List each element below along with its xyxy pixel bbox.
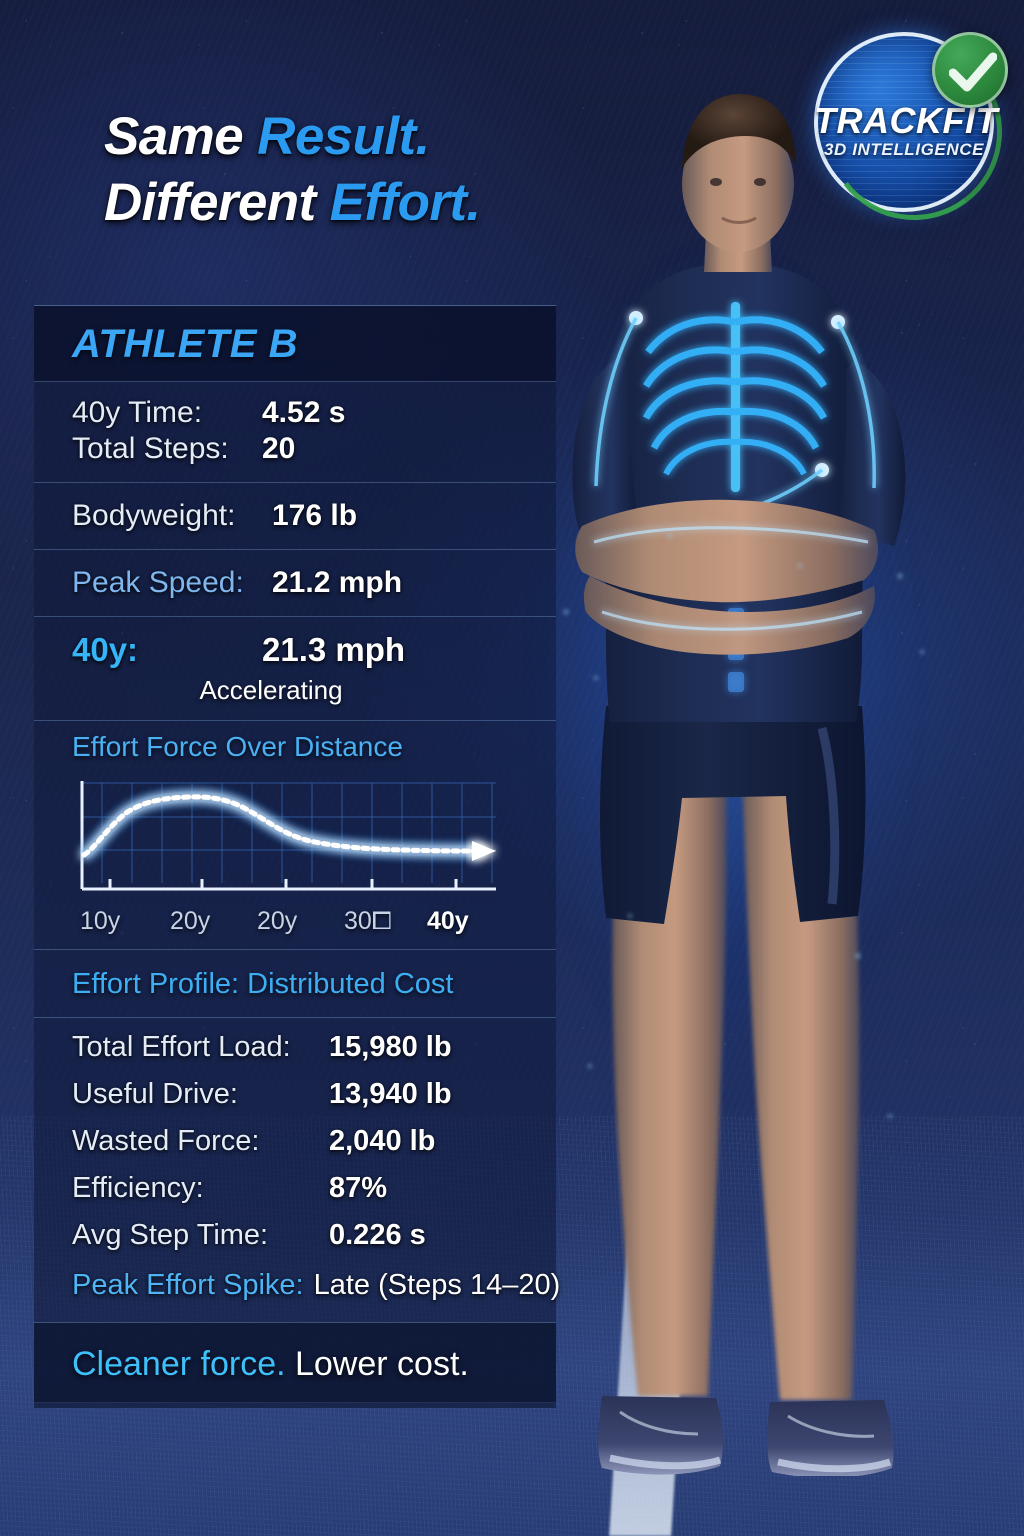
logo-ring [814,32,994,212]
stat-label: Avg Step Time: [72,1219,269,1251]
stat-value: 87% [329,1172,388,1204]
stat-value: 13,940 lb [329,1078,452,1110]
effort-force-chart-block: Effort Force Over Distance [34,721,556,950]
stat-label: Wasted Force: [72,1125,260,1157]
stat-label: Bodyweight: [72,499,236,532]
chart-arrow-head [472,841,496,861]
stat-value: Late (Steps 14–20) [313,1269,561,1301]
stat-value: 21.2 mph [272,566,403,599]
stat-label: 40y: [72,631,139,668]
chart-plot-area [72,777,504,905]
headline-line-1-accent: Result. [257,107,430,166]
stat-row-peak-speed: Peak Speed: 21.2 mph [34,550,556,616]
stat-row-wasted-force: Wasted Force: 2,040 lb [34,1118,556,1165]
panel-tagline: Cleaner force. Lower cost. [34,1322,556,1408]
chart-effort-curve [81,794,481,858]
stat-row-total-steps: Total Steps: 20 [34,430,556,482]
stat-row-total-effort-load: Total Effort Load: 15,980 lb [34,1024,556,1071]
tagline-accent: Cleaner force. [72,1345,286,1383]
chart-tick-label: 40y [427,907,469,935]
athlete-figure-illustration [563,94,924,1476]
athlete-name: ATHLETE B [72,322,298,366]
effort-profile-section: Effort Profile: Distributed Cost [34,950,556,1017]
stat-group-time-steps: 40y Time: 4.52 s Total Steps: 20 [34,382,556,483]
headline-line-2-white: Different [104,172,330,232]
tagline-white: Lower cost. [285,1345,469,1383]
stat-group-peak-speed: Peak Speed: 21.2 mph [34,550,556,617]
stat-group-40y-speed: 40y: 21.3 mph Accelerating [34,617,556,721]
stat-row-avg-step-time: Avg Step Time: 0.226 s [34,1212,556,1259]
chart-title: Effort Force Over Distance [72,731,403,762]
stat-row-bodyweight: Bodyweight: 176 lb [34,483,556,549]
stat-group-bodyweight: Bodyweight: 176 lb [34,483,556,550]
stat-row-40y-speed: 40y: 21.3 mph [34,617,556,669]
stat-row-efficiency: Efficiency: 87% [34,1165,556,1212]
chart-tick-label: 30⧠ [344,907,392,935]
headline-line-1-white: Same [104,107,258,166]
chart-x-ticks [108,879,458,889]
stat-label: Useful Drive: [72,1078,238,1110]
stat-value: 4.52 s [262,396,346,429]
chart-tick-label: 10y [80,907,121,935]
chart-tick-label: 20y [170,907,211,935]
panel-header-row: ATHLETE B [34,306,556,382]
stat-row-peak-effort-spike: Peak Effort Spike: Late (Steps 14–20) [34,1259,560,1318]
chart-x-axis-labels: 10y 20y 20y 30⧠ 40y [72,905,504,943]
stat-label: Total Effort Load: [72,1031,291,1063]
stat-row-useful-drive: Useful Drive: 13,940 lb [34,1071,556,1118]
chart-wrapper: Effort Force Over Distance [34,721,556,949]
stat-row-40y-time: 40y Time: 4.52 s [34,382,556,430]
trackfit-logo-badge: TRACKFIT 3D INTELLIGENCE [806,18,1014,232]
stat-value: 2,040 lb [329,1125,436,1157]
logo-tagline: 3D INTELLIGENCE [823,140,985,159]
stat-value: 0.226 s [329,1219,426,1251]
stat-value: 15,980 lb [329,1031,452,1063]
stat-label: Efficiency: [72,1172,204,1204]
athlete-stats-panel: ATHLETE B 40y Time: 4.52 s Total Steps: … [34,305,560,1408]
accelerating-note: Accelerating [199,675,343,705]
stat-label: 40y Time: [72,396,203,429]
chart-tick-label: 20y [257,907,298,935]
stat-label: Peak Effort Spike: [72,1269,304,1301]
check-icon [932,32,1008,108]
effort-profile-title: Effort Profile: Distributed Cost [72,968,454,1000]
headline-line-1: Same Result. [104,104,624,170]
stat-label: Peak Speed: [72,566,244,599]
stat-label: Total Steps: [72,432,229,465]
chart-grid-horizontal [82,782,496,851]
stat-value: 176 lb [272,499,358,532]
headline-line-2-accent: Effort. [329,172,481,232]
effort-force-line-chart [80,781,496,891]
headline: Same Result. Different Effort. [104,104,624,235]
stat-value: 21.3 mph [262,631,406,668]
headline-line-2: Different Effort. [104,170,624,236]
athlete-photo [470,56,990,1476]
stat-value: 20 [262,432,296,465]
effort-profile-stats: Total Effort Load: 15,980 lb Useful Driv… [34,1017,560,1322]
